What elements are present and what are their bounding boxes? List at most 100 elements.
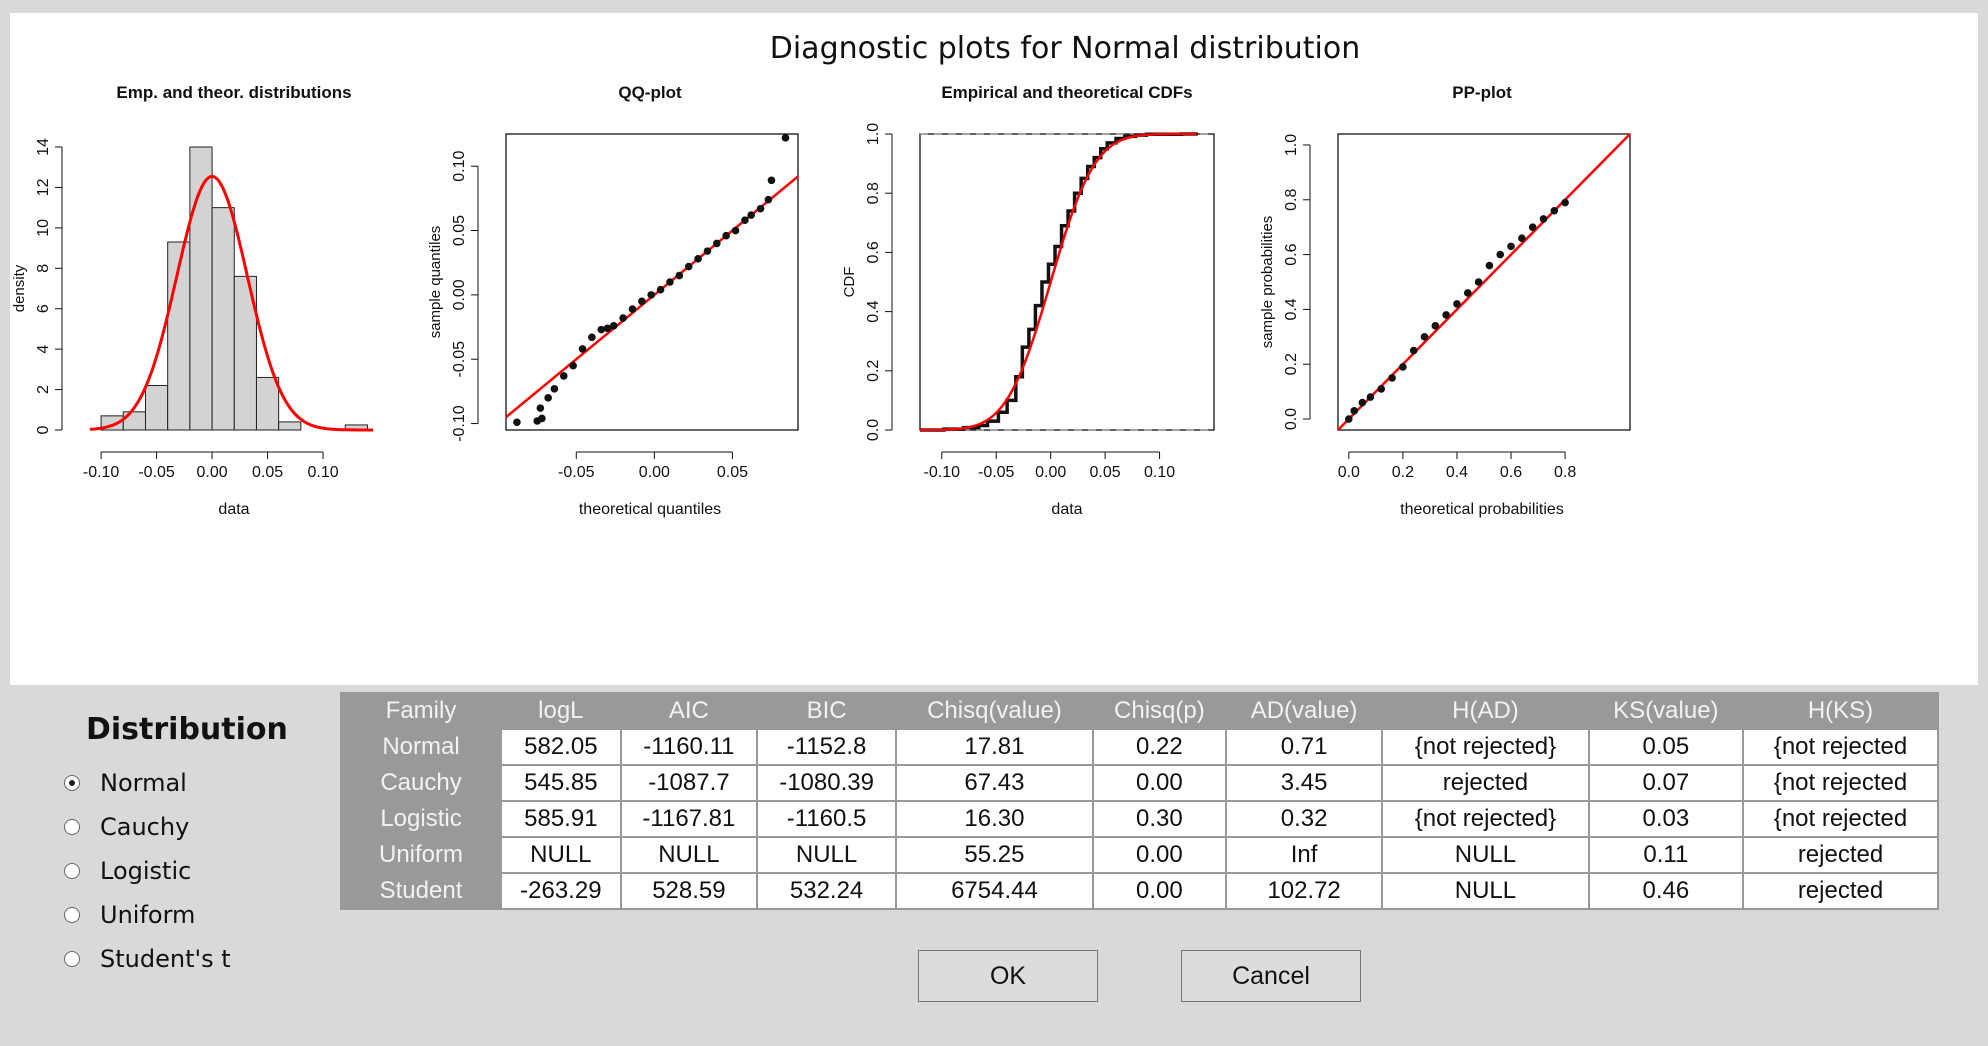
- y-tick-label: 0.10: [451, 151, 468, 182]
- table-cell[interactable]: 0.32: [1226, 802, 1382, 836]
- y-tick-label: 0.2: [865, 360, 882, 382]
- column-header: logL: [502, 694, 620, 728]
- table-cell[interactable]: -1087.7: [621, 766, 757, 800]
- column-header: AIC: [621, 694, 757, 728]
- column-header: H(AD): [1383, 694, 1588, 728]
- table-cell[interactable]: 0.07: [1589, 766, 1743, 800]
- table-cell[interactable]: {not rejected}: [1383, 730, 1588, 764]
- y-tick-label: -0.05: [451, 341, 468, 378]
- row-header: Student: [342, 874, 500, 908]
- table-cell[interactable]: 545.85: [502, 766, 620, 800]
- radio-button-icon[interactable]: [64, 863, 80, 879]
- radio-students-t[interactable]: Student's t: [52, 937, 322, 981]
- radio-normal[interactable]: Normal: [52, 761, 322, 805]
- table-cell[interactable]: Inf: [1226, 838, 1382, 872]
- table-cell[interactable]: {not rejected}: [1383, 802, 1588, 836]
- theoretical-cdf: [920, 132, 1197, 432]
- radio-label: Normal: [100, 769, 187, 797]
- data-point: [1507, 242, 1515, 251]
- table-cell[interactable]: {not rejected: [1744, 802, 1937, 836]
- table-cell[interactable]: 0.03: [1589, 802, 1743, 836]
- table-cell[interactable]: 55.25: [897, 838, 1092, 872]
- table-cell[interactable]: 532.24: [758, 874, 896, 908]
- data-point: [1453, 300, 1461, 308]
- data-point: [666, 278, 674, 286]
- y-tick-label: 0.8: [865, 182, 882, 204]
- cancel-button[interactable]: Cancel: [1181, 950, 1361, 1002]
- table-cell[interactable]: NULL: [621, 838, 757, 872]
- table-cell[interactable]: 17.81: [897, 730, 1092, 764]
- y-tick-label: 0.6: [1283, 243, 1300, 265]
- table-cell[interactable]: 3.45: [1226, 766, 1382, 800]
- table-cell[interactable]: 0.00: [1093, 766, 1225, 800]
- y-tick-label: 0.8: [1283, 189, 1300, 211]
- table-cell[interactable]: -1080.39: [758, 766, 896, 800]
- table-cell[interactable]: -263.29: [502, 874, 620, 908]
- data-point: [1550, 206, 1559, 215]
- distribution-panel: Distribution Normal Cauchy Logistic Unif…: [52, 712, 322, 981]
- diagnostic-plots-svg: Emp. and theor. distributions data density…: [11, 83, 1631, 518]
- radio-button-icon[interactable]: [64, 907, 80, 923]
- chart-title: Emp. and theor. distributions: [116, 83, 351, 102]
- data-point: [1485, 261, 1494, 270]
- data-point: [588, 333, 596, 342]
- table-cell[interactable]: -1160.5: [758, 802, 896, 836]
- row-header: Logistic: [342, 802, 500, 836]
- table-cell[interactable]: 0.05: [1589, 730, 1743, 764]
- table-cell[interactable]: -1167.81: [621, 802, 757, 836]
- data-point: [684, 262, 693, 271]
- table-cell[interactable]: NULL: [758, 838, 896, 872]
- x-axis-label: theoretical probabilities: [1400, 501, 1564, 518]
- table-cell[interactable]: 6754.44: [897, 874, 1092, 908]
- table-cell[interactable]: 0.71: [1226, 730, 1382, 764]
- x-tick-label: 0.10: [307, 464, 338, 481]
- row-header: Cauchy: [342, 766, 500, 800]
- table-cell[interactable]: -1152.8: [758, 730, 896, 764]
- data-point: [722, 231, 730, 240]
- radio-cauchy[interactable]: Cauchy: [52, 805, 322, 849]
- radio-button-icon[interactable]: [64, 819, 80, 835]
- column-header: Chisq(value): [897, 694, 1092, 728]
- x-tick-label: 0.00: [197, 464, 228, 481]
- plot-box: [1337, 133, 1631, 431]
- table-cell[interactable]: 16.30: [897, 802, 1092, 836]
- radio-button-icon[interactable]: [64, 775, 80, 791]
- table-cell[interactable]: 0.46: [1589, 874, 1743, 908]
- table-cell[interactable]: rejected: [1383, 766, 1588, 800]
- y-tick-label: 0.4: [1283, 298, 1300, 320]
- table-cell[interactable]: 0.22: [1093, 730, 1225, 764]
- table-cell[interactable]: NULL: [1383, 838, 1588, 872]
- data-point: [619, 314, 627, 322]
- histogram-bar: [211, 207, 235, 431]
- plot-box: [505, 133, 799, 431]
- x-tick-label: 0.2: [1392, 464, 1414, 481]
- table-cell[interactable]: 0.00: [1093, 838, 1225, 872]
- radio-uniform[interactable]: Uniform: [52, 893, 322, 937]
- data-point: [647, 291, 656, 299]
- radio-logistic[interactable]: Logistic: [52, 849, 322, 893]
- data-point: [597, 325, 606, 334]
- ok-button[interactable]: OK: [918, 950, 1098, 1002]
- x-tick-label: 0.05: [1090, 464, 1121, 481]
- table-cell[interactable]: 0.30: [1093, 802, 1225, 836]
- table-cell[interactable]: 585.91: [502, 802, 620, 836]
- table-cell[interactable]: -1160.11: [621, 730, 757, 764]
- table-cell[interactable]: rejected: [1744, 874, 1937, 908]
- table-cell[interactable]: 0.11: [1589, 838, 1743, 872]
- table-cell[interactable]: {not rejected: [1744, 730, 1937, 764]
- chart-title: Empirical and theoretical CDFs: [941, 83, 1192, 102]
- table-cell[interactable]: rejected: [1744, 838, 1937, 872]
- table-cell[interactable]: 528.59: [621, 874, 757, 908]
- table-cell[interactable]: 582.05: [502, 730, 620, 764]
- table-cell[interactable]: NULL: [1383, 874, 1588, 908]
- table-cell[interactable]: {not rejected: [1744, 766, 1937, 800]
- table-cell[interactable]: 67.43: [897, 766, 1092, 800]
- data-point: [1358, 398, 1367, 407]
- column-header: AD(value): [1226, 694, 1382, 728]
- table-cell[interactable]: NULL: [502, 838, 620, 872]
- table-cell[interactable]: 0.00: [1093, 874, 1225, 908]
- y-axis-label: density: [11, 264, 28, 312]
- radio-button-icon[interactable]: [64, 951, 80, 967]
- data-point: [544, 394, 552, 402]
- table-cell[interactable]: 102.72: [1226, 874, 1382, 908]
